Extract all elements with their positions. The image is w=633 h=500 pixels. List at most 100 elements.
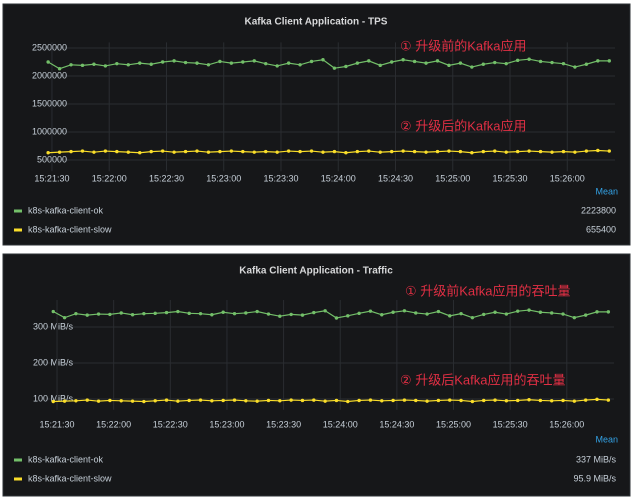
data-point: [289, 312, 293, 317]
data-point: [289, 398, 293, 402]
data-point: [561, 398, 565, 403]
data-point: [481, 149, 486, 154]
data-point: [527, 398, 531, 402]
data-point: [298, 63, 302, 67]
data-point: [355, 149, 360, 154]
data-point: [458, 61, 463, 65]
legend-label: k8s-kafka-client-ok: [28, 205, 104, 215]
data-point: [323, 309, 327, 313]
data-point: [504, 61, 508, 66]
data-point: [380, 313, 384, 317]
x-tick-label: 15:22:00: [96, 419, 131, 429]
data-point: [321, 58, 325, 62]
data-point: [255, 309, 259, 314]
data-point: [264, 149, 268, 154]
data-point: [126, 63, 130, 67]
annotation: ① 升级前Kafka应用的吞吐量: [405, 283, 571, 298]
data-point: [346, 399, 350, 404]
data-point: [572, 399, 577, 403]
data-point: [504, 150, 508, 154]
data-point: [153, 311, 157, 316]
data-point: [538, 149, 543, 154]
x-tick-label: 15:24:30: [379, 419, 414, 429]
data-point: [344, 151, 348, 155]
x-tick-label: 15:26:00: [550, 173, 585, 183]
data-point: [424, 61, 428, 65]
data-point: [210, 313, 214, 317]
data-point: [367, 149, 371, 153]
data-point: [149, 62, 153, 66]
x-tick-label: 15:23:30: [266, 419, 301, 429]
data-point: [447, 63, 451, 68]
data-point: [164, 310, 169, 315]
x-tick-label: 15:23:00: [209, 419, 244, 429]
x-tick-label: 15:23:30: [263, 173, 298, 183]
x-tick-label: 15:25:00: [435, 173, 470, 183]
data-point: [198, 398, 203, 402]
y-tick-label: 300 MiB/s: [33, 321, 74, 331]
data-point: [119, 311, 123, 315]
data-point: [266, 398, 271, 403]
data-point: [187, 398, 191, 403]
data-point: [255, 399, 259, 403]
data-point: [391, 310, 395, 314]
data-point: [448, 314, 452, 318]
x-tick-label: 15:21:30: [40, 419, 75, 429]
data-point: [459, 311, 463, 316]
data-point: [549, 399, 554, 403]
data-point: [412, 149, 417, 154]
data-point: [130, 313, 135, 317]
data-point: [368, 309, 373, 313]
x-tick-label: 15:25:30: [493, 419, 528, 429]
data-point: [595, 310, 599, 314]
data-point: [198, 311, 203, 316]
data-point: [583, 313, 588, 317]
data-point: [206, 63, 211, 67]
data-point: [108, 398, 112, 403]
data-point: [153, 399, 157, 403]
data-point: [606, 398, 611, 402]
data-point: [252, 150, 256, 154]
data-point: [493, 149, 497, 153]
x-tick-label: 15:22:30: [153, 419, 188, 429]
data-point: [176, 399, 180, 403]
legend-label: k8s-kafka-client-slow: [28, 473, 112, 483]
x-tick-label: 15:24:30: [378, 173, 413, 183]
data-point: [176, 309, 180, 314]
data-point: [187, 311, 191, 316]
data-point: [323, 399, 327, 403]
data-point: [561, 61, 566, 66]
data-point: [46, 60, 50, 64]
data-point: [389, 149, 394, 154]
data-point: [402, 309, 407, 313]
data-point: [195, 149, 199, 153]
data-point: [435, 149, 440, 154]
data-point: [309, 59, 314, 64]
data-point: [380, 399, 384, 403]
data-point: [232, 398, 237, 402]
data-point: [92, 150, 96, 154]
y-tick-label: 1500000: [32, 98, 67, 108]
annotation: ② 升级后的Kafka应用: [400, 118, 527, 133]
data-point: [550, 60, 554, 65]
data-point: [357, 311, 361, 316]
data-point: [46, 151, 50, 155]
x-tick-label: 15:23:00: [206, 173, 241, 183]
y-tick-label: 100 MiB/s: [33, 393, 74, 403]
data-point: [80, 149, 85, 153]
data-point: [74, 399, 78, 403]
data-point: [286, 61, 291, 65]
data-point: [538, 398, 543, 403]
data-point: [596, 59, 600, 63]
data-point: [607, 149, 611, 153]
data-point: [527, 308, 531, 312]
data-point: [538, 59, 543, 64]
data-point: [368, 398, 373, 402]
data-point: [108, 312, 112, 317]
x-tick-label: 15:25:30: [493, 173, 528, 183]
data-point: [573, 150, 577, 154]
data-point: [470, 65, 474, 69]
data-point: [470, 315, 475, 320]
data-point: [221, 398, 225, 403]
data-point: [414, 398, 418, 403]
